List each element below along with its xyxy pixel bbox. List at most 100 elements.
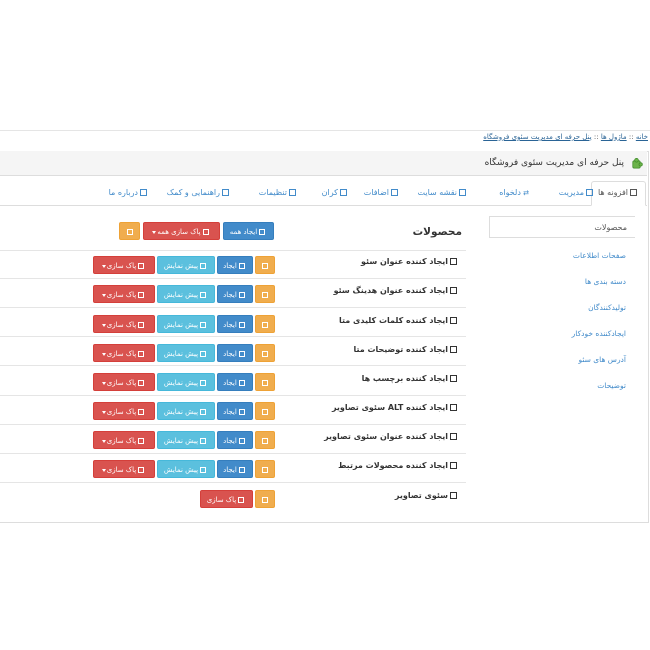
checkbox-icon xyxy=(391,189,398,196)
clear-button[interactable]: پاک سازی xyxy=(93,285,155,303)
checkbox-icon xyxy=(238,351,245,357)
create-button[interactable]: ایجاد xyxy=(217,460,253,478)
options-button[interactable] xyxy=(255,402,275,420)
create-button[interactable]: ایجاد xyxy=(217,285,253,303)
clear-button[interactable]: پاک سازی xyxy=(93,256,155,274)
clear-button[interactable]: پاک سازی xyxy=(93,344,155,362)
sidebar-item-descriptions[interactable]: توضیحات xyxy=(597,381,626,390)
checkbox-icon xyxy=(450,492,457,499)
button-label: پاک سازی xyxy=(106,466,137,474)
tab-sitemap[interactable]: نقشه سایت xyxy=(412,182,474,204)
row-label: ایجاد کننده عنوان سئوی تصاویر xyxy=(324,432,448,441)
checkbox-icon xyxy=(138,409,145,415)
clear-button[interactable]: پاک سازی xyxy=(200,490,253,508)
create-all-button[interactable]: ایجاد همه xyxy=(223,222,274,240)
clear-all-button[interactable]: پاک سازی همه xyxy=(143,222,220,240)
tab-plugins[interactable]: افزونه ها xyxy=(590,181,646,206)
row-divider xyxy=(0,424,466,425)
clear-button[interactable]: پاک سازی xyxy=(93,373,155,391)
checkbox-icon xyxy=(262,467,268,473)
clear-button[interactable]: پاک سازی xyxy=(93,402,155,420)
tab-help[interactable]: راهنمایی و کمک xyxy=(161,182,237,204)
row-label: ایجاد کننده برچسب ها xyxy=(361,374,448,383)
tab-settings[interactable]: تنظیمات xyxy=(253,182,304,204)
tab-about[interactable]: درباره ما xyxy=(103,182,155,204)
options-button[interactable] xyxy=(255,285,275,303)
breadcrumb-separator: :: xyxy=(628,133,634,141)
caret-down-icon xyxy=(101,264,106,268)
button-label: پاک سازی xyxy=(106,291,137,299)
create-button[interactable]: ایجاد xyxy=(217,431,253,449)
checkbox-icon xyxy=(450,346,457,353)
create-button[interactable]: ایجاد xyxy=(217,402,253,420)
caret-down-icon xyxy=(101,323,106,327)
sidebar-item-manufacturers[interactable]: تولیدکنندگان xyxy=(588,303,626,312)
table-row[interactable]: ایجاد کننده کلمات کلیدی متا xyxy=(339,316,459,325)
top-divider xyxy=(0,130,650,131)
create-button[interactable]: ایجاد xyxy=(217,256,253,274)
sidebar-item-seo-urls[interactable]: آدرس های سئو xyxy=(578,355,626,364)
table-row[interactable]: ایجاد کننده عنوان هدینگ سئو xyxy=(334,286,459,295)
sidebar-item-categories[interactable]: دسته بندی ها xyxy=(584,277,626,286)
tab-cron[interactable]: کران xyxy=(316,182,355,204)
checkbox-icon xyxy=(200,351,207,357)
checkbox-icon xyxy=(289,189,296,196)
preview-button[interactable]: پیش نمایش xyxy=(157,285,215,303)
tab-label: تنظیمات xyxy=(258,188,287,197)
breadcrumb-home[interactable]: خانه xyxy=(635,133,648,141)
options-button[interactable] xyxy=(255,460,275,478)
options-button[interactable] xyxy=(255,490,275,508)
checkbox-icon xyxy=(200,263,207,269)
options-button[interactable] xyxy=(255,315,275,333)
table-row[interactable]: ایجاد کننده عنوان سئوی تصاویر xyxy=(324,432,459,441)
preview-button[interactable]: پیش نمایش xyxy=(157,431,215,449)
clear-button[interactable]: پاک سازی xyxy=(93,431,155,449)
breadcrumb-modules[interactable]: ماژول ها xyxy=(600,133,627,141)
checkbox-icon xyxy=(200,292,207,298)
button-label: پیش نمایش xyxy=(163,379,199,387)
tab-management[interactable]: مدیریت xyxy=(553,182,601,204)
checkbox-icon xyxy=(238,380,245,386)
checkbox-icon xyxy=(450,375,457,382)
tabs-divider xyxy=(0,205,647,206)
options-button[interactable] xyxy=(255,373,275,391)
breadcrumb-current[interactable]: پنل حرفه ای مدیریت سئوی فروشگاه xyxy=(483,133,592,141)
checkbox-icon xyxy=(262,380,268,386)
options-button[interactable] xyxy=(255,344,275,362)
table-row[interactable]: ایجاد کننده محصولات مرتبط xyxy=(338,461,459,470)
preview-button[interactable]: پیش نمایش xyxy=(157,315,215,333)
create-button[interactable]: ایجاد xyxy=(217,373,253,391)
button-label: پاک سازی xyxy=(106,379,137,387)
preview-button[interactable]: پیش نمایش xyxy=(157,373,215,391)
row-divider xyxy=(0,336,466,337)
options-button[interactable] xyxy=(255,256,275,274)
create-button[interactable]: ایجاد xyxy=(217,315,253,333)
sidebar-item-auto-generator[interactable]: ایجادکننده خودکار xyxy=(571,329,626,338)
caret-down-icon xyxy=(101,381,106,385)
table-row[interactable]: ایجاد کننده عنوان سئو xyxy=(361,257,459,266)
checkbox-icon xyxy=(630,189,637,196)
checkbox-icon xyxy=(238,438,245,444)
checkbox-icon xyxy=(262,263,268,269)
clear-button[interactable]: پاک سازی xyxy=(93,460,155,478)
tab-extras[interactable]: اضافات xyxy=(358,182,406,204)
sidebar-item-products[interactable]: محصولات xyxy=(489,216,635,238)
sidebar-item-info-pages[interactable]: صفحات اطلاعات xyxy=(572,251,626,260)
row-divider xyxy=(0,307,466,308)
clear-button[interactable]: پاک سازی xyxy=(93,315,155,333)
table-row[interactable]: سئوی تصاویر xyxy=(395,491,459,500)
create-button[interactable]: ایجاد xyxy=(217,344,253,362)
checkbox-icon xyxy=(200,322,207,328)
options-button[interactable] xyxy=(255,431,275,449)
table-row[interactable]: ایجاد کننده برچسب ها xyxy=(362,374,459,383)
preview-button[interactable]: پیش نمایش xyxy=(157,344,215,362)
preview-button[interactable]: پیش نمایش xyxy=(157,256,215,274)
table-row[interactable]: ایجاد کننده توضیحات متا xyxy=(353,345,459,354)
section-title: محصولات xyxy=(412,226,462,238)
checkbox-icon xyxy=(200,438,207,444)
table-row[interactable]: ایجاد کننده ALT سئوی تصاویر xyxy=(332,403,459,412)
preview-button[interactable]: پیش نمایش xyxy=(157,460,215,478)
preview-button[interactable]: پیش نمایش xyxy=(157,402,215,420)
tab-custom[interactable]: ⇄ دلخواه xyxy=(493,182,535,204)
options-button[interactable] xyxy=(119,222,140,240)
